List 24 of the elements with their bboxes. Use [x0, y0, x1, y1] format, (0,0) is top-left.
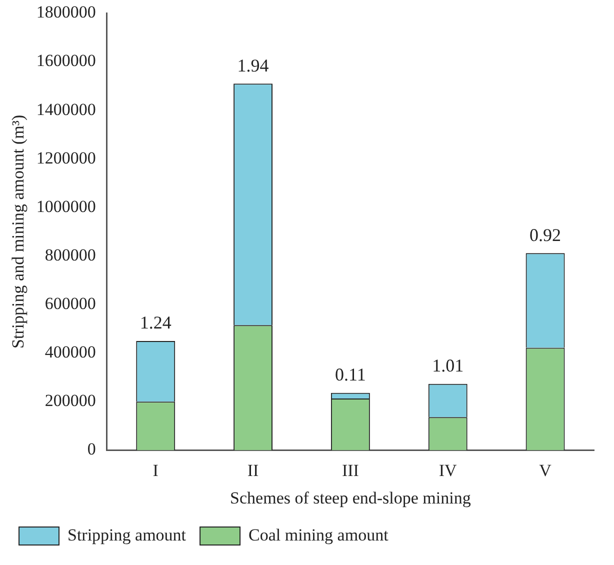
- x-tick-label: I: [152, 460, 159, 480]
- x-tick-label: III: [342, 460, 360, 480]
- y-tick-label: 1800000: [36, 2, 96, 22]
- y-tick-label: 1600000: [36, 51, 96, 70]
- y-tick-label: 0: [87, 440, 96, 459]
- legend-label: Stripping amount: [68, 525, 186, 544]
- annotation: 0.11: [335, 364, 366, 385]
- x-tick-label: V: [539, 460, 552, 480]
- y-tick-label: 800000: [44, 245, 96, 264]
- x-tick-label: IV: [438, 460, 458, 480]
- annotation: 1.24: [140, 312, 172, 333]
- y-tick-label: 200000: [44, 391, 96, 410]
- y-axis-title: Stripping and mining amount (m³): [8, 114, 28, 349]
- legend-label: Coal mining amount: [248, 525, 389, 544]
- y-tick-label: 600000: [44, 294, 96, 313]
- y-tick-label: 1000000: [36, 196, 96, 216]
- y-tick-label: 1400000: [36, 100, 96, 119]
- x-axis-title: Schemes of steep end-slope mining: [230, 488, 472, 508]
- annotation: 1.94: [237, 55, 269, 76]
- y-tick-label: 1200000: [36, 148, 96, 168]
- annotation: 0.92: [530, 224, 562, 245]
- x-tick-label: II: [247, 460, 260, 480]
- y-tick-label: 400000: [44, 342, 96, 362]
- annotation: 1.01: [432, 356, 464, 376]
